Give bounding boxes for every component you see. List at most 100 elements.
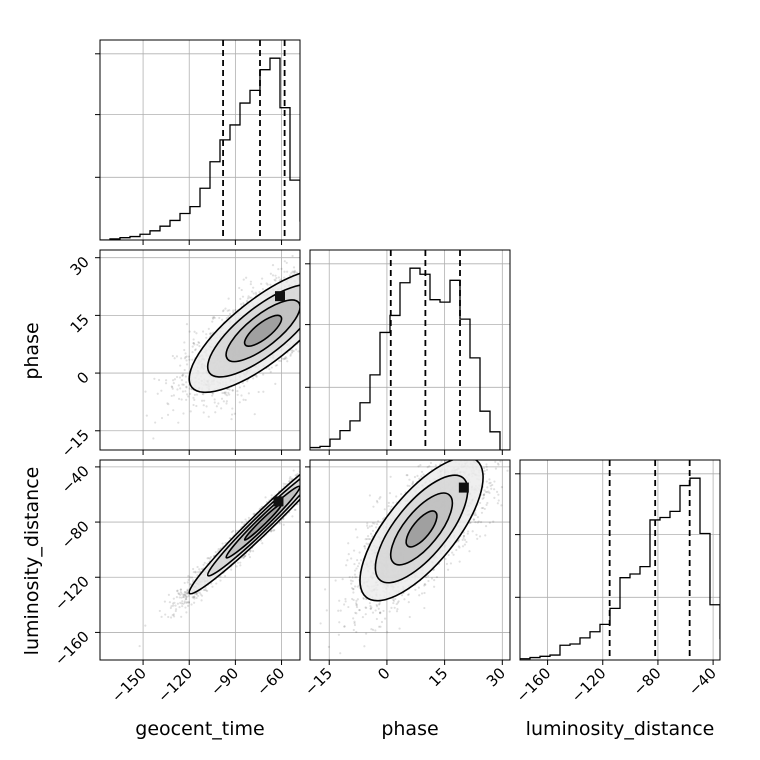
sample-point (242, 398, 245, 401)
sample-point (348, 256, 350, 258)
sample-point (313, 293, 315, 295)
sample-point (307, 480, 309, 482)
sample-point (285, 261, 288, 264)
sample-point (199, 593, 202, 596)
sample-point (346, 446, 348, 448)
sample-point (247, 553, 251, 556)
sample-point (250, 296, 253, 299)
sample-point (211, 316, 214, 319)
sample-point (144, 624, 147, 627)
sample-point (348, 282, 350, 284)
sample-point (322, 300, 324, 302)
sample-point (356, 423, 358, 425)
sample-point (303, 485, 305, 487)
sample-point (166, 402, 169, 405)
sample-point (192, 596, 195, 599)
sample-point (221, 391, 224, 395)
sample-point (336, 268, 338, 270)
sample-point (314, 476, 316, 478)
sample-point (246, 297, 250, 300)
sample-point (332, 271, 334, 273)
sample-point (325, 309, 327, 311)
sample-point (323, 284, 325, 286)
sample-point (327, 464, 329, 466)
sample-point (249, 550, 252, 553)
sample-point (269, 370, 272, 373)
sample-point (192, 341, 195, 345)
sample-point (307, 479, 309, 481)
sample-point (311, 326, 313, 328)
sample-point (180, 379, 184, 382)
sample-point (202, 404, 205, 407)
sample-point (282, 358, 285, 361)
sample-point (332, 267, 334, 269)
sample-point (314, 314, 316, 316)
sample-point (348, 251, 350, 253)
sample-point (225, 394, 229, 397)
sample-point (296, 472, 299, 476)
sample-point (337, 454, 339, 456)
sample-point (202, 411, 205, 414)
sample-point (304, 325, 306, 327)
sample-point (302, 488, 304, 490)
sample-point (166, 413, 170, 416)
sample-point (327, 325, 329, 327)
sample-point (252, 549, 255, 553)
sample-point (185, 385, 188, 388)
sample-point (322, 280, 324, 282)
sample-point (306, 475, 308, 477)
sample-point (325, 452, 327, 454)
sample-point (300, 486, 302, 488)
sample-point (313, 465, 315, 467)
sample-point (311, 306, 313, 308)
sample-point (186, 591, 189, 594)
sample-point (334, 457, 336, 459)
sample-point (301, 279, 303, 281)
sample-point (238, 286, 241, 290)
sample-point (331, 279, 333, 281)
sample-point (323, 292, 325, 294)
sample-point (322, 265, 324, 267)
sample-point (180, 357, 183, 360)
sample-point (314, 472, 316, 474)
sample-point (307, 298, 309, 300)
sample-point (314, 311, 316, 313)
sample-point (186, 604, 190, 607)
sample-point (172, 394, 176, 397)
sample-point (306, 479, 308, 481)
sample-point (231, 389, 234, 392)
sample-point (278, 359, 281, 362)
sample-point (185, 398, 188, 401)
sample-point (321, 311, 323, 313)
sample-point (306, 310, 308, 312)
sample-point (220, 397, 224, 400)
sample-point (321, 300, 323, 302)
sample-point (342, 447, 344, 449)
sample-point (341, 277, 343, 279)
sample-point (300, 343, 302, 345)
sample-point (304, 293, 306, 295)
sample-point (305, 492, 307, 494)
sample-point (307, 476, 309, 478)
sample-point (319, 485, 321, 487)
sample-point (312, 474, 314, 476)
sample-point (312, 480, 314, 482)
sample-point (302, 282, 304, 284)
sample-point (311, 297, 313, 299)
sample-point (307, 284, 309, 286)
sample-point (312, 316, 314, 318)
sample-point (305, 315, 307, 317)
sample-point (198, 568, 201, 571)
sample-point (249, 283, 252, 286)
sample-point (354, 286, 356, 288)
sample-point (306, 278, 308, 280)
sample-point (313, 290, 315, 292)
sample-point (224, 393, 227, 396)
sample-point (305, 482, 307, 484)
sample-point (185, 393, 189, 396)
sample-point (320, 462, 322, 464)
sample-point (320, 468, 322, 470)
sample-point (185, 323, 189, 326)
sample-point (320, 295, 322, 297)
sample-point (303, 277, 305, 279)
